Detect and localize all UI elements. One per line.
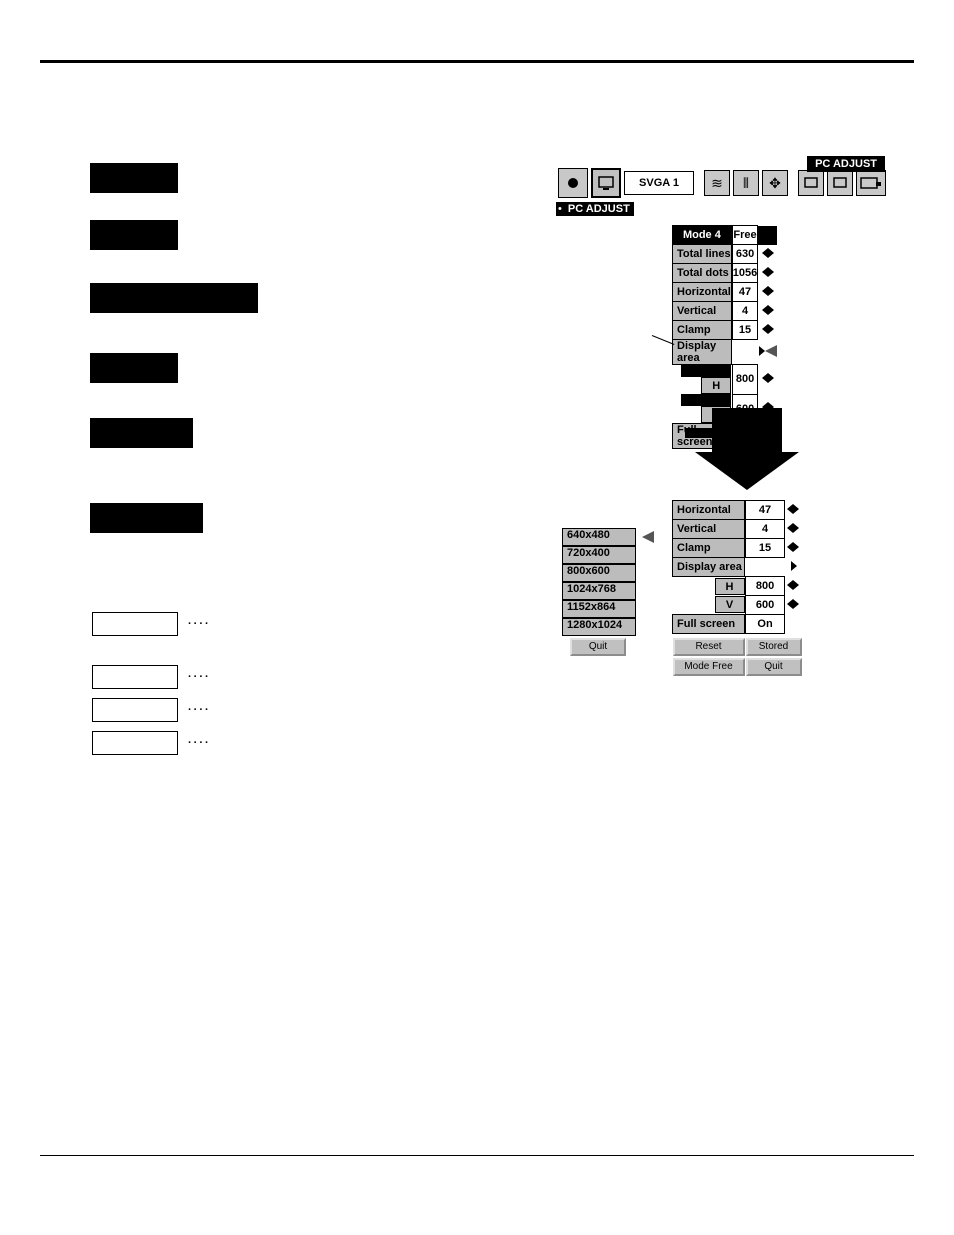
res-1280x1024[interactable]: 1280x1024 — [562, 618, 636, 636]
screen-icon-2 — [832, 175, 848, 191]
resolution-list: 640x480 720x400 800x600 1024x768 1152x86… — [562, 528, 636, 656]
display-area-label[interactable]: Display area — [673, 340, 732, 365]
small-box-1 — [92, 612, 178, 636]
horizontal-label: Horizontal — [673, 283, 732, 302]
res-720x400[interactable]: 720x400 — [562, 546, 636, 564]
left-block-6 — [90, 503, 203, 533]
p2-display-area-label[interactable]: Display area — [673, 558, 745, 577]
big-arrow-head — [695, 452, 799, 490]
p2-horizontal-label: Horizontal — [673, 501, 745, 520]
clamp-label: Clamp — [673, 321, 732, 340]
left-block-3 — [90, 283, 258, 313]
p2-full-screen-value: On — [746, 615, 785, 634]
res-640x480[interactable]: 640x480 — [562, 528, 636, 546]
icon-4[interactable]: ⦀ — [733, 170, 759, 196]
wide-screen-icon — [860, 176, 882, 190]
icon-7[interactable] — [827, 170, 853, 196]
pc-adjust-label: PC ADJUST — [564, 202, 634, 216]
p2-clamp-label: Clamp — [673, 539, 745, 558]
total-dots-label: Total dots — [673, 264, 732, 283]
dots-2: ···· — [188, 671, 211, 683]
vertical-label: Vertical — [673, 302, 732, 321]
icon-5[interactable]: ✥ — [762, 170, 788, 196]
icon-1[interactable] — [558, 168, 588, 198]
free-header: Free — [732, 226, 757, 245]
speaker-icon — [565, 175, 581, 191]
res-800x600[interactable]: 800x600 — [562, 564, 636, 582]
computer-icon — [597, 174, 615, 192]
left-block-1 — [90, 163, 178, 193]
quit-button-res[interactable]: Quit — [570, 638, 626, 656]
mode-header: Mode 4 — [673, 226, 732, 245]
left-block-4 — [90, 353, 178, 383]
icon-8[interactable] — [856, 170, 886, 196]
dots-3: ···· — [188, 704, 211, 716]
p2-horizontal-adj[interactable] — [785, 501, 802, 520]
mode-free-button[interactable]: Mode Free — [673, 658, 745, 676]
reset-button[interactable]: Reset — [673, 638, 745, 656]
icon-3[interactable]: ≋ — [704, 170, 730, 196]
svga-display: SVGA 1 — [624, 171, 694, 195]
dots-1: ···· — [188, 618, 211, 630]
p2-clamp-adj[interactable] — [785, 539, 802, 558]
top-rule — [40, 60, 914, 63]
p2-h-value: 800 — [746, 577, 785, 596]
h-value: 800 — [732, 365, 757, 395]
res-1152x864[interactable]: 1152x864 — [562, 600, 636, 618]
quit-button-2[interactable]: Quit — [746, 658, 802, 676]
clamp-adj[interactable] — [758, 321, 777, 340]
p2-display-area-expand[interactable] — [785, 558, 802, 577]
stored-button[interactable]: Stored — [746, 638, 802, 656]
p2-clamp-value: 15 — [746, 539, 785, 558]
big-arrow-body — [712, 408, 782, 453]
total-lines-adj[interactable] — [758, 245, 777, 264]
small-box-4 — [92, 731, 178, 755]
p2-v-adj[interactable] — [785, 596, 802, 615]
h-label: H — [701, 377, 731, 394]
dots-4: ···· — [188, 737, 211, 749]
total-dots-value: 1056 — [732, 264, 757, 283]
left-block-5 — [90, 418, 193, 448]
horizontal-value: 47 — [732, 283, 757, 302]
total-lines-label: Total lines — [673, 245, 732, 264]
p2-v-value: 600 — [746, 596, 785, 615]
icon-6[interactable] — [798, 170, 824, 196]
p2-h-adj[interactable] — [785, 577, 802, 596]
p2-full-screen-label: Full screen — [673, 615, 745, 634]
res-1024x768[interactable]: 1024x768 — [562, 582, 636, 600]
small-box-2 — [92, 665, 178, 689]
total-lines-value: 630 — [732, 245, 757, 264]
menubar: PC ADJUST SVGA 1 ≋ ⦀ ✥ •PC ADJUST — [558, 168, 903, 216]
horizontal-adj[interactable] — [758, 283, 777, 302]
total-dots-adj[interactable] — [758, 264, 777, 283]
h-adj[interactable] — [758, 365, 777, 395]
vertical-adj[interactable] — [758, 302, 777, 321]
vertical-value: 4 — [732, 302, 757, 321]
p2-vertical-value: 4 — [746, 520, 785, 539]
small-box-3 — [92, 698, 178, 722]
icon-pc[interactable] — [591, 168, 621, 198]
bottom-rule — [40, 1155, 914, 1156]
left-block-2 — [90, 220, 178, 250]
pointer-arrow-1 — [765, 345, 777, 357]
screen-icon-1 — [803, 175, 819, 191]
clamp-value: 15 — [732, 321, 757, 340]
display-area-expand[interactable] — [758, 340, 765, 365]
p2-v-label: V — [715, 596, 745, 613]
p2-horizontal-value: 47 — [746, 501, 785, 520]
p2-vertical-adj[interactable] — [785, 520, 802, 539]
p2-vertical-label: Vertical — [673, 520, 745, 539]
p2-h-label: H — [715, 578, 745, 595]
pointer-arrow-2 — [642, 531, 654, 546]
pc-adjust-label-top: PC ADJUST — [807, 156, 885, 172]
